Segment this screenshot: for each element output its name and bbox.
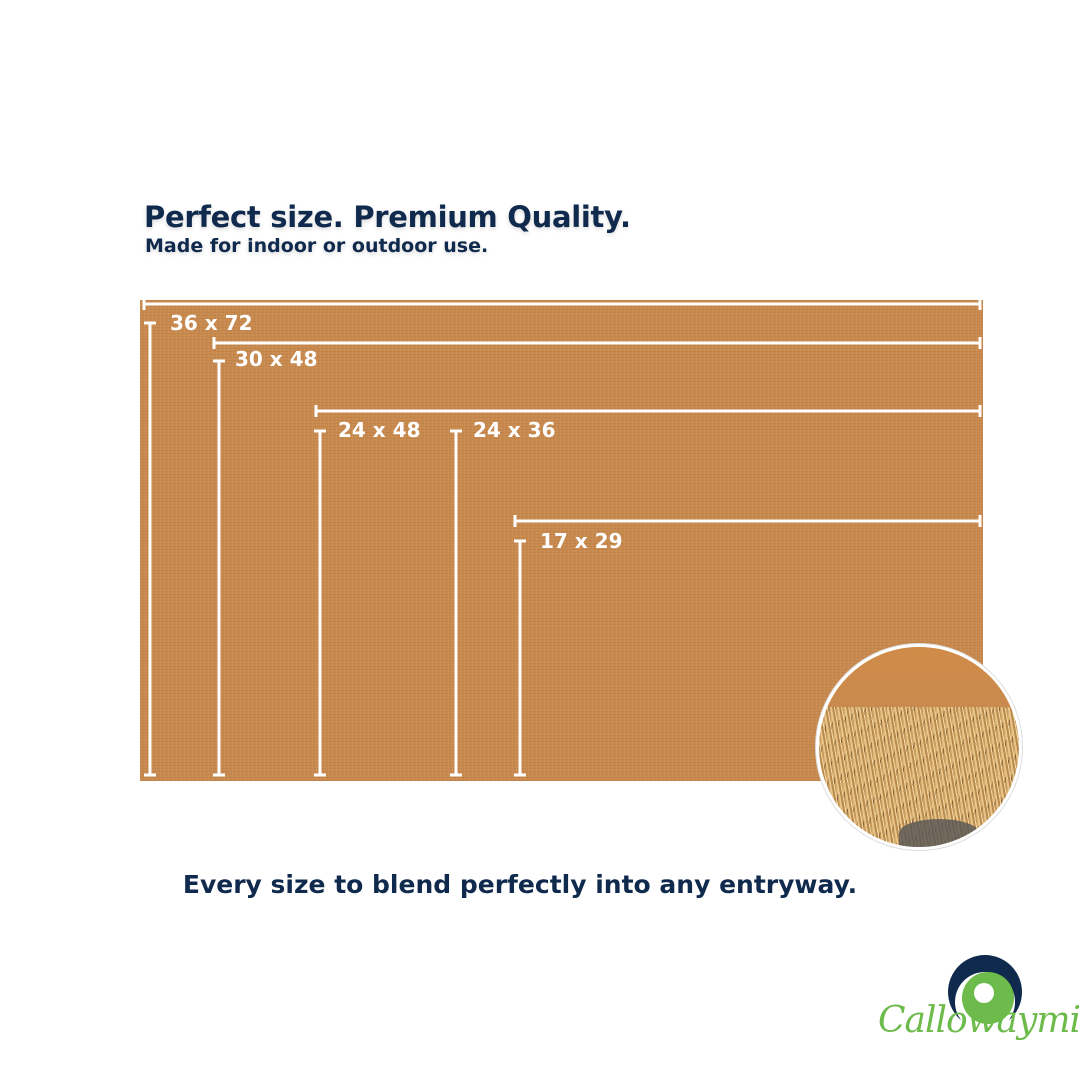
size-line-24x36 bbox=[450, 429, 462, 777]
subheadline: Made for indoor or outdoor use. bbox=[145, 235, 489, 257]
coir-fiber-closeup bbox=[816, 644, 1022, 850]
size-label-24x48: 24 x 48 bbox=[338, 418, 421, 442]
size-line-30x48 bbox=[212, 337, 982, 777]
size-line-17x29 bbox=[513, 515, 982, 777]
size-line-36x72 bbox=[142, 298, 982, 777]
size-line-24x48 bbox=[314, 405, 982, 777]
coir-doormat-image bbox=[140, 300, 983, 781]
size-label-24x36: 24 x 36 bbox=[473, 418, 556, 442]
size-label-17x29: 17 x 29 bbox=[540, 529, 623, 553]
size-label-30x48: 30 x 48 bbox=[235, 347, 318, 371]
brand-logo-icon bbox=[948, 955, 1022, 1032]
brand-wordmark: Callowaymills bbox=[878, 1000, 1080, 1041]
headline: Perfect size. Premium Quality. bbox=[144, 200, 631, 234]
size-label-36x72: 36 x 72 bbox=[170, 311, 253, 335]
tagline: Every size to blend perfectly into any e… bbox=[182, 870, 858, 899]
